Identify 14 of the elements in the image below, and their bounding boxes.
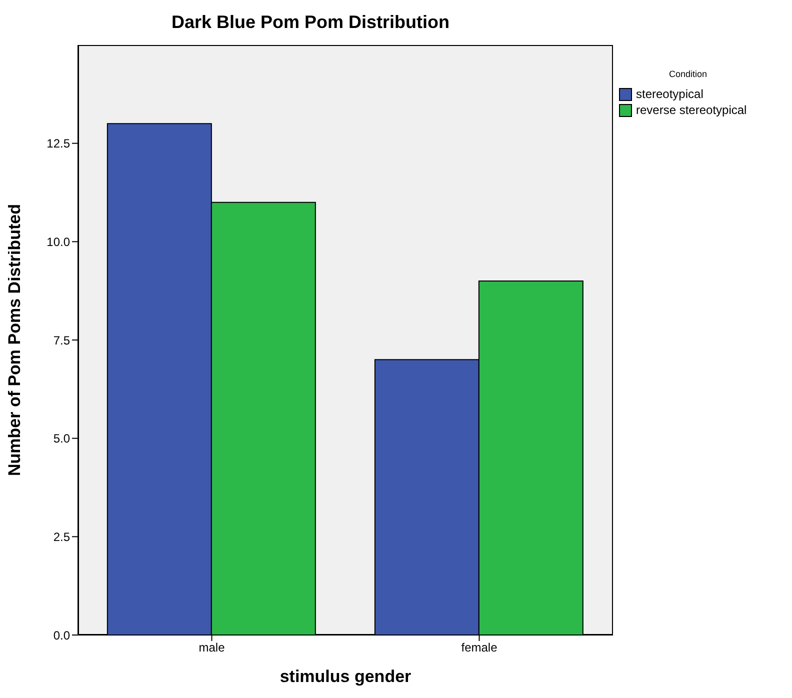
x-tick-label: male: [198, 640, 226, 655]
y-tick-label: 10.0: [46, 234, 70, 249]
y-axis-title: Number of Pom Poms Distributed: [5, 204, 24, 476]
y-tick-label: 0.0: [53, 628, 70, 642]
y-tick-label: 5.0: [53, 432, 70, 446]
legend-label: stereotypical: [636, 86, 704, 102]
x-axis-title: stimulus gender: [280, 667, 412, 686]
chart-title: Dark Blue Pom Pom Distribution: [170, 12, 451, 33]
legend-title: Condition: [669, 68, 708, 81]
y-tick-label: 12.5: [46, 136, 70, 151]
y-tick-label: 2.5: [53, 530, 70, 544]
legend-label: reverse stereotypical: [636, 102, 747, 118]
y-tick-label: 7.5: [53, 333, 70, 348]
x-tick-label: female: [461, 640, 498, 655]
